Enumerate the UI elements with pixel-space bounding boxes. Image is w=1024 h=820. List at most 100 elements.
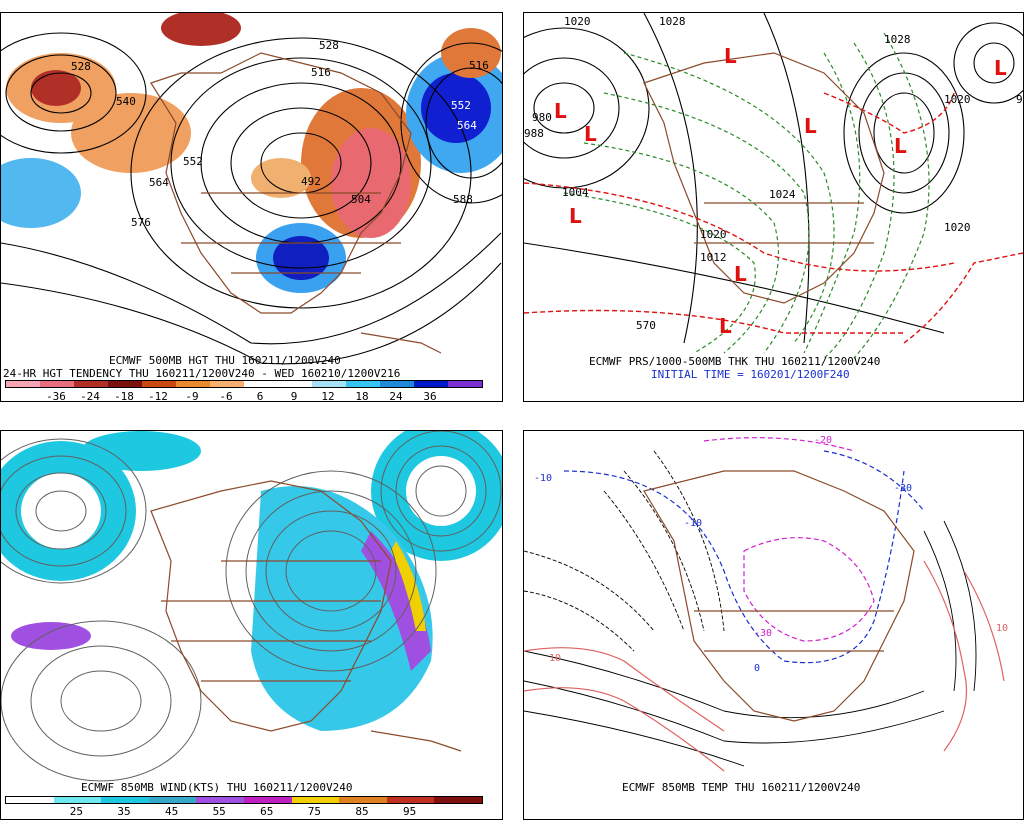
contour-label: 10 bbox=[996, 623, 1008, 634]
panel-title: ECMWF 850MB TEMP THU 160211/1200V240 bbox=[622, 781, 861, 794]
contour-label: 0 bbox=[754, 663, 760, 674]
contour-label: 1020 bbox=[944, 93, 971, 106]
colorbar-tick-label: 95 bbox=[402, 805, 417, 818]
colorbar-swatch bbox=[244, 381, 278, 387]
low-pressure-marker: L bbox=[584, 122, 597, 146]
contour-label: 1020 bbox=[944, 221, 971, 234]
contour-label: 1028 bbox=[884, 33, 911, 46]
colorbar-tick-label: -6 bbox=[219, 390, 233, 402]
colorbar-swatch bbox=[148, 797, 197, 803]
colorbar-tick-label: 24 bbox=[389, 390, 403, 402]
low-pressure-marker: L bbox=[719, 314, 732, 338]
map-500mb-height: 528 540 552 564 576 492 504 516 528 552 … bbox=[1, 13, 502, 365]
colorbar-tick-label: -12 bbox=[148, 390, 168, 402]
contour-label: -30 bbox=[754, 628, 772, 639]
colorbar-height-tendency bbox=[5, 380, 483, 388]
colorbar-tick-label: 36 bbox=[423, 390, 437, 402]
colorbar-tick-label: 85 bbox=[355, 805, 369, 818]
contour-label: 516 bbox=[311, 66, 331, 79]
low-pressure-marker: L bbox=[554, 99, 567, 123]
contour-label: 1024 bbox=[769, 188, 796, 201]
contour-label: 980 bbox=[532, 111, 552, 124]
contour-label: 10 bbox=[549, 653, 561, 664]
colorbar-tick-label: -36 bbox=[46, 390, 66, 402]
panel-500mb-height: 528 540 552 564 576 492 504 516 528 552 … bbox=[0, 12, 503, 402]
colorbar-swatch bbox=[414, 381, 448, 387]
colorbar-tick-label: 6 bbox=[256, 390, 264, 402]
low-pressure-marker: L bbox=[569, 204, 582, 228]
colorbar-swatch bbox=[196, 797, 244, 803]
colorbar-tick-label: 9 bbox=[290, 390, 298, 402]
colorbar-swatch bbox=[210, 381, 244, 387]
panel-mslp-thickness: L L L L L L L L L 1020 1028 1004 980 988… bbox=[523, 12, 1024, 402]
colorbar-swatch bbox=[243, 797, 292, 803]
contour-label: 492 bbox=[301, 175, 321, 188]
contour-label: 552 bbox=[451, 99, 471, 112]
colorbar-swatch bbox=[386, 797, 435, 803]
contour-label: 1020 bbox=[700, 228, 727, 241]
contour-label: 1004 bbox=[562, 186, 589, 199]
contour-label: 1020 bbox=[564, 15, 591, 28]
colorbar-swatch bbox=[108, 381, 142, 387]
colorbar-swatch bbox=[312, 381, 346, 387]
low-pressure-marker: L bbox=[994, 56, 1007, 80]
colorbar-tick-label: 12 bbox=[321, 390, 335, 402]
colorbar-tick-label: -24 bbox=[80, 390, 100, 402]
contour-label: 1012 bbox=[700, 251, 727, 264]
colorbar-swatch bbox=[291, 797, 340, 803]
contour-label: -10 bbox=[684, 518, 702, 529]
panel-title: ECMWF 850MB WIND(KTS) THU 160211/1200V24… bbox=[81, 781, 353, 794]
contour-label: 528 bbox=[319, 39, 339, 52]
contour-label: 564 bbox=[149, 176, 169, 189]
colorbar-swatch bbox=[6, 797, 54, 803]
colorbar-swatch bbox=[53, 797, 102, 803]
contour-label: 576 bbox=[131, 216, 151, 229]
panel-850mb-temp: -10 -20 -30 -10 10 10 -30 0 ECMWF 850MB … bbox=[523, 430, 1024, 820]
low-pressure-marker: L bbox=[734, 262, 747, 286]
contour-label: 988 bbox=[524, 127, 544, 140]
contour-label: -30 bbox=[894, 483, 912, 494]
colorbar-tick-label: 25 bbox=[69, 805, 84, 818]
colorbar-swatch bbox=[74, 381, 108, 387]
colorbar-swatch bbox=[278, 381, 312, 387]
colorbar-tick-label: 65 bbox=[260, 805, 274, 818]
map-850mb-temp: -10 -20 -30 -10 10 10 -30 0 bbox=[524, 435, 1008, 772]
contour-label: -20 bbox=[814, 435, 832, 446]
contour-label: 528 bbox=[71, 60, 91, 73]
colorbar-swatch bbox=[40, 381, 74, 387]
panel-850mb-wind: ECMWF 850MB WIND(KTS) THU 160211/1200V24… bbox=[0, 430, 503, 820]
contour-label: 504 bbox=[351, 193, 371, 206]
contour-label: 540 bbox=[116, 95, 136, 108]
contour-label: 516 bbox=[469, 59, 489, 72]
colorbar-swatch bbox=[101, 797, 149, 803]
colorbar-wind-speed bbox=[5, 796, 483, 804]
colorbar-swatch bbox=[434, 797, 482, 803]
contour-label: 9 bbox=[1016, 93, 1023, 106]
colorbar-tick-labels: 25 35 45 55 65 75 85 95 bbox=[5, 805, 481, 819]
contour-label: 564 bbox=[457, 119, 477, 132]
contour-label: 1028 bbox=[659, 15, 686, 28]
colorbar-tick-labels: -36 -24 -18 -12 -9 -6 6 9 12 18 24 36 bbox=[5, 390, 481, 402]
map-mslp-thickness: L L L L L L L L L 1020 1028 1004 980 988… bbox=[524, 13, 1023, 359]
low-pressure-marker: L bbox=[894, 134, 907, 158]
low-pressure-marker: L bbox=[804, 114, 817, 138]
panel-subtitle: 24-HR HGT TENDENCY THU 160211/1200V240 -… bbox=[3, 367, 401, 380]
colorbar-tick-label: -18 bbox=[114, 390, 134, 402]
colorbar-swatch bbox=[176, 381, 210, 387]
map-850mb-wind bbox=[1, 431, 502, 782]
panel-title: ECMWF PRS/1000-500MB THK THU 160211/1200… bbox=[589, 355, 881, 368]
colorbar-tick-label: 18 bbox=[355, 390, 369, 402]
colorbar-swatch bbox=[339, 797, 387, 803]
colorbar-tick-label: 35 bbox=[117, 805, 131, 818]
contour-label: -10 bbox=[534, 473, 552, 484]
colorbar-tick-label: 75 bbox=[307, 805, 322, 818]
panel-title: ECMWF 500MB HGT THU 160211/1200V240 bbox=[109, 354, 341, 367]
colorbar-swatch bbox=[142, 381, 176, 387]
colorbar-tick-label: 55 bbox=[212, 805, 226, 818]
colorbar-swatch bbox=[346, 381, 380, 387]
contour-label: 570 bbox=[636, 319, 656, 332]
contour-label: 552 bbox=[183, 155, 203, 168]
colorbar-swatch bbox=[448, 381, 482, 387]
low-pressure-marker: L bbox=[724, 44, 737, 68]
colorbar-swatch bbox=[6, 381, 40, 387]
